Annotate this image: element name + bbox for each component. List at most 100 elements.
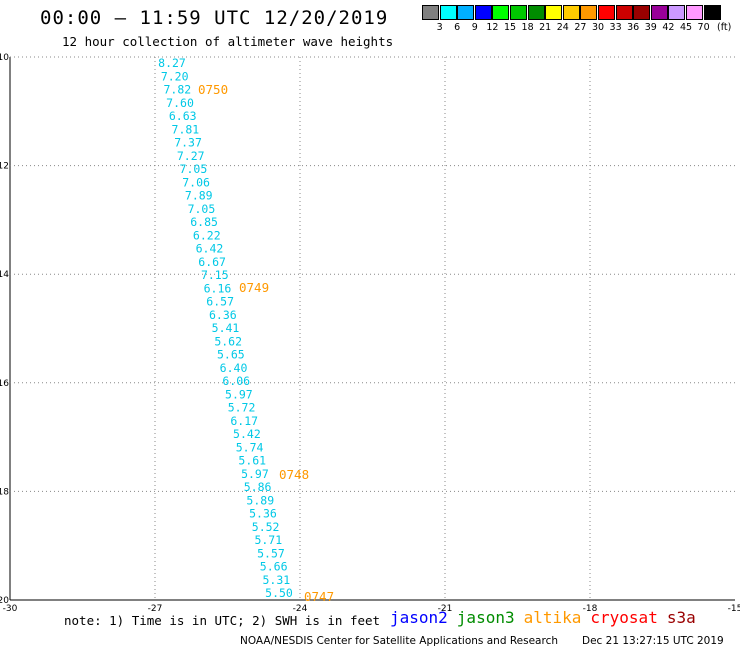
swh-value: 5.65 [217,348,245,362]
legend-label: 30 [591,22,605,33]
legend-swatch [650,5,668,20]
swh-value: 5.89 [246,493,274,507]
satellite-label: s3a [666,608,696,627]
legend-label: 9 [471,22,478,33]
pass-time-label: 0747 [304,589,334,604]
swh-value: 5.61 [238,454,266,468]
swh-value: 5.72 [228,401,256,415]
swh-value: 5.52 [252,520,280,534]
legend-swatch [422,5,439,20]
lat-tick-label: -14 [0,270,9,280]
legend-swatch [615,5,633,20]
swh-value: 8.27 [158,56,186,70]
legend-swatch [492,5,510,20]
legend-swatch [633,5,651,20]
swh-value: 6.63 [169,109,197,123]
lat-tick-label: -20 [0,596,9,606]
swh-value: 7.15 [201,268,229,282]
legend-label: 12 [486,22,499,33]
legend-label: 18 [521,22,534,33]
swh-value: 6.06 [222,374,250,388]
legend-label: 70 [697,22,710,33]
swh-value: 5.62 [214,334,242,348]
pass-time-label: 0748 [279,467,309,482]
swh-value: 6.36 [209,308,237,322]
credit-line: NOAA/NESDIS Center for Satellite Applica… [240,635,558,647]
swh-value: 5.41 [212,321,240,335]
swh-value: 5.74 [236,440,264,454]
footer-note: note: 1) Time is in UTC; 2) SWH is in fe… [64,613,381,628]
swh-value: 7.05 [188,202,216,216]
page-title: 00:00 – 11:59 UTC 12/20/2019 [40,7,389,29]
legend-unit: (ft) [717,22,732,33]
swh-value: 7.05 [180,162,208,176]
swh-value: 7.81 [172,122,200,136]
lon-tick-label: -18 [583,604,598,614]
legend-swatch [457,5,475,20]
legend-label: 27 [574,22,587,33]
swh-value: 7.27 [177,149,205,163]
legend-label: 45 [679,22,693,33]
legend-swatch [474,5,492,20]
swh-value: 7.89 [185,189,213,203]
swh-value: 5.97 [225,387,253,401]
generated-timestamp: Dec 21 13:27:15 UTC 2019 [582,635,724,647]
legend-swatch [686,5,703,20]
pass-time-label: 0749 [239,280,269,295]
legend-swatch [545,5,563,20]
swh-value: 6.16 [204,281,232,295]
legend-swatch [598,5,615,20]
legend-swatch [668,5,686,20]
swh-value: 6.40 [220,361,248,375]
pass-time-label: 0750 [198,82,228,97]
swh-value: 5.57 [257,546,285,560]
legend-swatch [510,5,527,20]
swh-value: 5.36 [249,507,277,521]
legend-swatch [527,5,545,20]
swh-value: 5.86 [244,480,272,494]
legend-label: 24 [556,22,569,33]
legend-label: 33 [609,22,622,33]
swh-value: 7.20 [161,69,189,83]
legend-label: 36 [627,22,640,33]
lat-tick-label: -18 [0,487,9,497]
swh-value: 5.50 [265,586,293,600]
swh-value: 6.42 [196,242,224,256]
legend-label: 15 [503,22,517,33]
swh-value: 7.06 [182,175,210,189]
lon-tick-label: -21 [438,604,453,614]
lat-tick-label: -12 [0,162,9,172]
satellite-label: jason2 [390,608,448,627]
lon-tick-label: -27 [148,604,163,614]
satellite-label: cryosat [590,608,658,627]
swh-value: 6.17 [230,414,258,428]
lat-tick-label: -16 [0,379,9,389]
swh-value: 7.37 [174,136,202,150]
swh-value: 5.97 [241,467,269,481]
satellite-label: altika [523,608,582,627]
legend-swatch [580,5,598,20]
lon-tick-label: -30 [3,604,18,614]
swh-value: 6.67 [198,255,226,269]
satellite-label: jason3 [456,608,515,627]
legend-swatch [562,5,580,20]
swh-value: 7.82 [163,83,191,97]
page-subtitle: 12 hour collection of altimeter wave hei… [62,34,394,49]
swh-value: 7.60 [166,96,194,110]
swh-value: 6.22 [193,228,221,242]
legend-label: 42 [662,22,675,33]
swh-value: 5.66 [260,560,288,574]
lon-tick-label: -15 [728,604,740,614]
legend-label: 21 [539,22,552,33]
legend-label: 39 [644,22,657,33]
swh-value: 5.71 [254,533,282,547]
legend-swatch [439,5,457,20]
satellite-legend: jason2 jason3 altika cryosat s3a [390,608,705,627]
swh-value: 5.42 [233,427,261,441]
swh-value: 5.31 [262,573,290,587]
legend-label: 3 [436,22,443,33]
swh-value: 6.57 [206,295,234,309]
lon-tick-label: -24 [293,604,308,614]
swh-value: 6.85 [190,215,218,229]
